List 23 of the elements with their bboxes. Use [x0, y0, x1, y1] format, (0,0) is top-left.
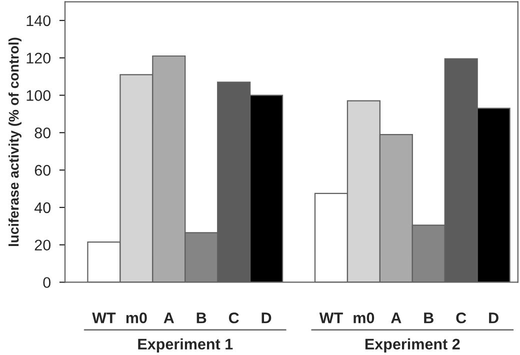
x-tick-label: WT: [92, 312, 116, 324]
y-tick-label: 40: [34, 202, 51, 214]
y-tick-label: 100: [26, 90, 51, 101]
text: Experiment 1: [138, 338, 233, 353]
x-tick-label: D: [489, 312, 498, 324]
x-tick-label: D: [262, 312, 272, 324]
x-tick-label: B: [196, 312, 206, 324]
x-tick-label: C: [228, 312, 239, 324]
x-tick-label: m0: [354, 312, 374, 324]
x-tick-label: m0: [126, 312, 147, 324]
y-tick-label: 80: [34, 128, 51, 138]
x-tick-label: B: [424, 312, 434, 324]
text: Experiment 2: [365, 338, 460, 353]
x-tick-label: C: [456, 312, 466, 324]
y-tick-label: 60: [34, 164, 51, 176]
y-axis-title: luciferase activity (% of control): [8, 38, 22, 246]
x-tick-label: A: [391, 312, 402, 324]
x-tick-label: WT: [319, 312, 343, 324]
y-tick-label: 120: [26, 52, 51, 64]
y-tick-label: 140: [26, 15, 51, 26]
y-tick-label: 20: [34, 240, 51, 251]
y-tick-label: 0: [43, 277, 51, 288]
x-tick-label: A: [164, 312, 174, 324]
